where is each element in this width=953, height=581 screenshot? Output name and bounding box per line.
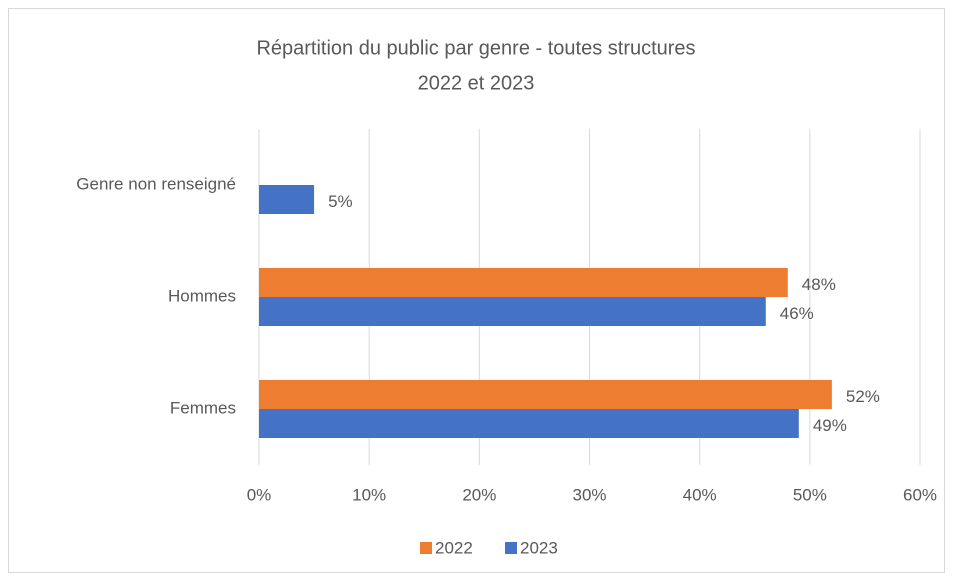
data-label: 5% [328,192,353,211]
legend-swatch [420,542,432,554]
legend-label: 2022 [435,538,473,557]
x-tick-label: 20% [462,485,496,504]
x-tick-label: 50% [793,485,827,504]
bar [259,268,788,297]
bar [259,380,832,409]
data-label: 48% [802,275,836,294]
bar [259,409,799,438]
data-label: 46% [780,304,814,323]
y-tick-label: Genre non renseigné [76,174,236,193]
data-label: 52% [846,387,880,406]
chart-title: Répartition du public par genre - toutes… [256,37,695,59]
x-tick-label: 60% [903,485,937,504]
x-tick-label: 30% [572,485,606,504]
x-tick-label: 10% [352,485,386,504]
y-tick-label: Hommes [168,286,236,305]
x-tick-label: 0% [247,485,272,504]
bar [259,297,766,326]
chart-subtitle: 2022 et 2023 [418,72,535,94]
legend-swatch [505,542,517,554]
bar [259,185,315,214]
x-tick-label: 40% [683,485,717,504]
legend-label: 2023 [520,538,558,557]
y-tick-label: Femmes [170,398,236,417]
data-label: 49% [813,416,847,435]
